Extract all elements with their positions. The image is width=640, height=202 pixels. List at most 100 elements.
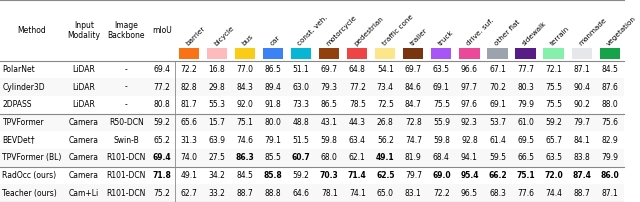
Text: 71.8: 71.8 [153,171,172,180]
Text: vegetation: vegetation [605,15,637,47]
Text: mIoU: mIoU [152,26,172,35]
Text: bus: bus [241,34,254,47]
Text: 86.3: 86.3 [236,153,255,162]
Text: pedestrian: pedestrian [353,15,385,47]
Text: TPVFormer (BL): TPVFormer (BL) [3,153,62,162]
Text: 82.9: 82.9 [601,136,618,145]
Text: 72.0: 72.0 [544,171,563,180]
Text: 63.5: 63.5 [433,65,450,74]
Text: 74.1: 74.1 [349,189,365,198]
Text: terrain: terrain [549,26,571,47]
Text: 43.1: 43.1 [321,118,338,127]
Text: 63.0: 63.0 [292,83,310,92]
Text: 84.5: 84.5 [237,171,253,180]
Text: 69.1: 69.1 [489,100,506,109]
Text: 61.4: 61.4 [489,136,506,145]
Text: 97.6: 97.6 [461,100,478,109]
Text: 16.8: 16.8 [209,65,225,74]
Text: Camera: Camera [68,153,99,162]
Text: Image
Backbone: Image Backbone [108,21,145,40]
Text: 78.1: 78.1 [321,189,338,198]
Text: 67.1: 67.1 [489,65,506,74]
Text: 49.1: 49.1 [180,171,198,180]
Text: 75.6: 75.6 [601,118,618,127]
Text: 54.1: 54.1 [377,65,394,74]
Text: 62.1: 62.1 [349,153,365,162]
Text: 69.5: 69.5 [517,136,534,145]
Text: Camera: Camera [68,118,99,127]
Text: 64.6: 64.6 [292,189,310,198]
Text: 92.0: 92.0 [237,100,253,109]
Text: 66.2: 66.2 [488,171,507,180]
Text: 65.0: 65.0 [377,189,394,198]
Text: 44.3: 44.3 [349,118,366,127]
Text: 95.4: 95.4 [460,171,479,180]
Text: 64.8: 64.8 [349,65,365,74]
Text: 31.3: 31.3 [180,136,198,145]
Text: 69.7: 69.7 [405,65,422,74]
Text: const. veh.: const. veh. [297,15,329,47]
Text: 90.2: 90.2 [573,100,590,109]
Text: 88.7: 88.7 [237,189,253,198]
Text: Cylinder3D: Cylinder3D [3,83,45,92]
Text: manmade: manmade [577,17,607,47]
Text: 75.5: 75.5 [545,100,562,109]
Text: R50-DCN: R50-DCN [109,118,144,127]
Text: 83.1: 83.1 [405,189,422,198]
Bar [263,48,284,59]
Text: 65.6: 65.6 [180,118,198,127]
Text: 63.4: 63.4 [349,136,366,145]
Text: 79.1: 79.1 [265,136,282,145]
Text: 65.2: 65.2 [154,136,171,145]
Text: 59.2: 59.2 [292,171,310,180]
Text: 78.5: 78.5 [349,100,365,109]
Text: 75.2: 75.2 [154,189,171,198]
Text: -: - [125,100,128,109]
Text: 96.5: 96.5 [461,189,478,198]
Text: barrier: barrier [185,26,206,47]
Text: other flat: other flat [493,19,521,47]
Bar [515,48,536,59]
Bar [235,48,255,59]
Bar [0,184,623,202]
Text: 51.1: 51.1 [293,65,310,74]
Text: 87.4: 87.4 [572,171,591,180]
Text: 59.2: 59.2 [154,118,171,127]
Text: 60.7: 60.7 [292,153,310,162]
Bar [543,48,564,59]
Text: PolarNet: PolarNet [3,65,35,74]
Text: 15.7: 15.7 [209,118,225,127]
Text: 81.7: 81.7 [180,100,197,109]
Text: Swin-B: Swin-B [113,136,140,145]
Text: 33.2: 33.2 [209,189,225,198]
Text: R101-DCN: R101-DCN [107,153,146,162]
Text: Input
Modality: Input Modality [67,21,100,40]
Text: LiDAR: LiDAR [72,100,95,109]
Text: Cam+Li: Cam+Li [68,189,99,198]
Text: 92.8: 92.8 [461,136,478,145]
Text: 53.7: 53.7 [489,118,506,127]
Text: 69.1: 69.1 [433,83,450,92]
Text: 73.3: 73.3 [292,100,310,109]
Text: TPVFormer: TPVFormer [3,118,44,127]
Text: 69.0: 69.0 [432,171,451,180]
Text: 86.5: 86.5 [321,100,338,109]
Text: 85.8: 85.8 [264,171,282,180]
Bar [347,48,367,59]
Text: -: - [125,65,128,74]
Text: 83.8: 83.8 [573,153,590,162]
Text: 84.1: 84.1 [573,136,590,145]
Text: 79.9: 79.9 [601,153,618,162]
Text: 62.7: 62.7 [180,189,198,198]
Text: drive. suf.: drive. suf. [465,18,495,47]
Text: 59.8: 59.8 [433,136,450,145]
Text: 75.5: 75.5 [433,100,450,109]
Text: 92.3: 92.3 [461,118,478,127]
Text: 72.2: 72.2 [180,65,197,74]
Text: Camera: Camera [68,171,99,180]
Text: 69.7: 69.7 [321,65,338,74]
Text: Teacher (ours): Teacher (ours) [3,189,57,198]
Text: 27.5: 27.5 [209,153,225,162]
Bar [488,48,508,59]
Bar [572,48,592,59]
